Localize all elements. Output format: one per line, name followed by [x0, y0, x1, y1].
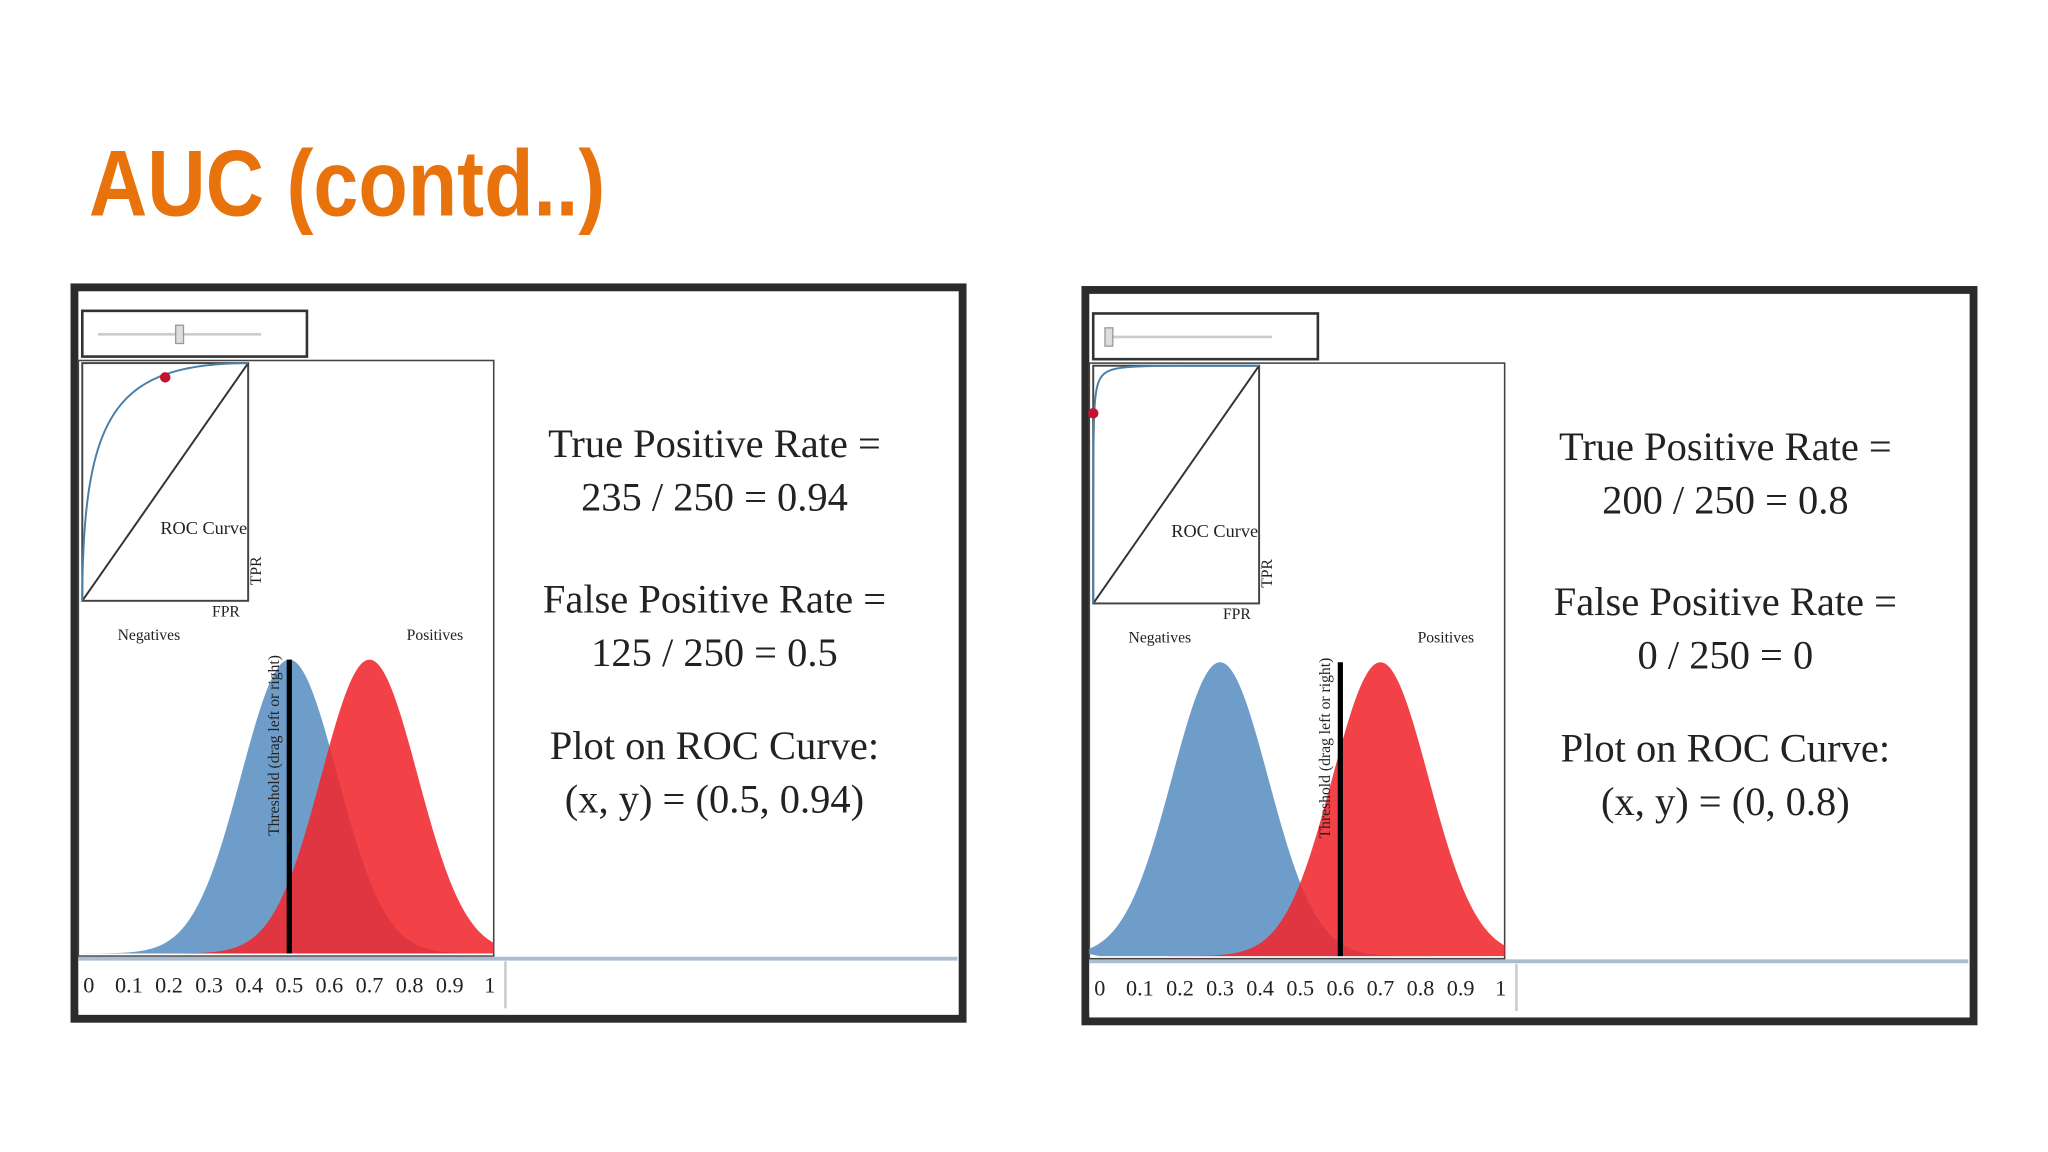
x-tick-label: 0.1 [115, 973, 143, 998]
roc-point [1088, 408, 1099, 419]
x-tick-label: 0.3 [195, 973, 223, 998]
x-tick-label: 0.8 [1407, 975, 1435, 1000]
roc-curve [81, 362, 249, 601]
x-tick-label: 0.3 [1206, 975, 1234, 1000]
slider-thumb [1104, 327, 1114, 347]
x-tick-label: 0.5 [275, 973, 303, 998]
slider-thumb [175, 324, 185, 345]
x-tick-label: 1 [484, 973, 495, 998]
stat-line: (x, y) = (0.5, 0.94) [565, 776, 864, 821]
stat-line: Plot on ROC Curve: [1561, 725, 1890, 770]
x-tick-label: 0.7 [356, 973, 384, 998]
stat-line: 125 / 250 = 0.5 [591, 630, 838, 675]
x-tick-label: 0.6 [316, 973, 344, 998]
stat-line: False Positive Rate = [1554, 579, 1897, 624]
x-tick-label: 0.9 [436, 973, 464, 998]
negatives-curve [78, 659, 494, 954]
curves [78, 659, 494, 954]
slide-title: AUC (contd..) [89, 131, 606, 236]
curves [1089, 662, 1505, 957]
tpr-label: TPR [1259, 558, 1276, 587]
threshold-label: Threshold (drag left or right) [1317, 658, 1334, 839]
x-tick-label: 0.7 [1367, 975, 1395, 1000]
positives-label: Positives [1418, 630, 1475, 647]
stat-line: True Positive Rate = [548, 421, 881, 466]
x-tick-label: 0 [83, 973, 94, 998]
fpr-label: FPR [1223, 606, 1251, 623]
x-tick-label: 0.4 [235, 973, 263, 998]
axis-strip [78, 957, 958, 1010]
positives-label: Positives [407, 627, 464, 644]
panel: Negatives Positives Threshold (drag left o… [1081, 286, 1978, 1026]
stat-line: 0 / 250 = 0 [1638, 633, 1814, 678]
plot-box [77, 359, 495, 957]
x-tick-label: 0 [1094, 975, 1105, 1000]
x-tick-label: 0.4 [1246, 975, 1274, 1000]
x-tick-label: 0.5 [1286, 975, 1314, 1000]
negatives-label: Negatives [118, 627, 181, 644]
x-tick-label: 0.2 [1166, 975, 1194, 1000]
stat-line: True Positive Rate = [1559, 424, 1892, 469]
roc-label: ROC Curve [1171, 521, 1258, 541]
roc-curve [1092, 364, 1260, 604]
x-tick-label: 0.2 [155, 973, 183, 998]
stat-line: (x, y) = (0, 0.8) [1601, 779, 1850, 824]
positives-curve [1089, 662, 1505, 957]
plot-box [1088, 362, 1506, 960]
x-tick-label: 0.1 [1126, 975, 1154, 1000]
roc-diagonal [1092, 365, 1260, 604]
x-tick-label: 0.6 [1326, 975, 1354, 1000]
positives-curve [78, 659, 494, 954]
axis-strip [1089, 960, 1969, 1013]
roc-diagonal [81, 362, 249, 602]
roc-point [160, 372, 171, 383]
stat-line: 200 / 250 = 0.8 [1602, 477, 1849, 522]
negatives-label: Negatives [1129, 630, 1192, 647]
tpr-label: TPR [248, 556, 265, 585]
stat-line: Plot on ROC Curve: [550, 723, 879, 768]
roc-label: ROC Curve [160, 518, 247, 538]
x-tick-label: 0.9 [1447, 975, 1475, 1000]
threshold-label: Threshold (drag left or right) [266, 655, 283, 836]
stat-line: False Positive Rate = [543, 577, 886, 622]
fpr-label: FPR [212, 603, 240, 620]
stat-line: 235 / 250 = 0.94 [581, 475, 848, 520]
x-tick-label: 0.8 [396, 973, 424, 998]
negatives-curve [1089, 662, 1505, 957]
x-tick-label: 1 [1495, 975, 1506, 1000]
panel: Negatives Positives Threshold (drag left o… [70, 283, 967, 1023]
